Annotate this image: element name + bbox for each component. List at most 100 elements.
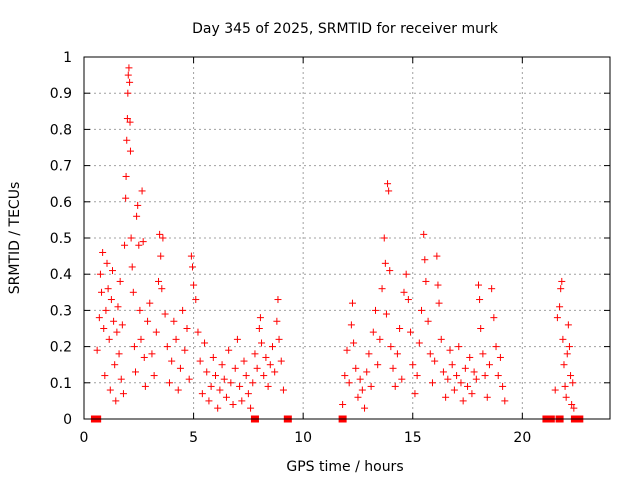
y-tick-label: 0.2 bbox=[50, 340, 72, 356]
data-point bbox=[387, 343, 395, 351]
data-point bbox=[470, 368, 478, 376]
data-point bbox=[121, 241, 129, 249]
x-tick-label: 10 bbox=[294, 430, 312, 446]
data-point bbox=[450, 386, 458, 394]
data-point bbox=[453, 372, 461, 380]
data-point bbox=[214, 404, 222, 412]
y-tick-label: 0.1 bbox=[50, 376, 72, 392]
data-point bbox=[207, 382, 215, 390]
data-point bbox=[354, 393, 362, 401]
data-point bbox=[118, 321, 126, 329]
data-point bbox=[402, 270, 410, 278]
data-point bbox=[168, 357, 176, 365]
data-point bbox=[132, 368, 140, 376]
data-point bbox=[238, 397, 246, 405]
data-point bbox=[496, 353, 504, 361]
data-point bbox=[492, 343, 500, 351]
data-point bbox=[562, 393, 570, 401]
data-point bbox=[102, 306, 110, 314]
data-point bbox=[123, 136, 131, 144]
data-point bbox=[157, 252, 165, 260]
data-point bbox=[201, 339, 209, 347]
data-point bbox=[459, 397, 467, 405]
y-tick-label: 0.4 bbox=[50, 267, 72, 283]
data-point bbox=[159, 234, 167, 242]
data-point bbox=[418, 306, 426, 314]
data-point bbox=[150, 372, 158, 380]
data-point bbox=[398, 375, 406, 383]
data-point bbox=[205, 397, 213, 405]
data-point bbox=[421, 256, 429, 264]
data-point bbox=[216, 386, 224, 394]
data-point bbox=[485, 361, 493, 369]
data-point bbox=[437, 335, 445, 343]
y-tick-label: 0 bbox=[63, 412, 72, 428]
data-point bbox=[358, 386, 366, 394]
data-point bbox=[374, 361, 382, 369]
data-point bbox=[111, 361, 119, 369]
data-point bbox=[567, 372, 575, 380]
data-point bbox=[384, 180, 392, 188]
data-point bbox=[347, 321, 355, 329]
y-axis-title: SRMTID / TECUs bbox=[7, 182, 23, 295]
data-point bbox=[196, 357, 204, 365]
data-point bbox=[255, 325, 263, 332]
data-point bbox=[126, 147, 134, 155]
data-point bbox=[135, 241, 143, 249]
data-point bbox=[122, 194, 130, 202]
data-points bbox=[93, 64, 578, 412]
data-point bbox=[249, 379, 257, 387]
data-point bbox=[564, 321, 572, 329]
data-point bbox=[558, 277, 566, 285]
data-point bbox=[126, 118, 134, 126]
data-point bbox=[251, 350, 259, 358]
data-point bbox=[490, 314, 498, 322]
data-point bbox=[253, 364, 261, 372]
data-point bbox=[119, 390, 127, 398]
data-point bbox=[361, 404, 369, 412]
data-point bbox=[556, 303, 564, 311]
data-point bbox=[100, 325, 108, 332]
data-point bbox=[140, 353, 148, 361]
data-point bbox=[101, 372, 109, 380]
data-point bbox=[411, 390, 419, 398]
data-point bbox=[422, 277, 430, 285]
data-point bbox=[268, 343, 276, 351]
data-point bbox=[240, 357, 248, 365]
data-point bbox=[148, 350, 156, 358]
data-point bbox=[448, 361, 456, 369]
data-point bbox=[95, 314, 103, 322]
data-point bbox=[179, 306, 187, 314]
data-point bbox=[273, 317, 281, 325]
data-point bbox=[144, 317, 152, 325]
data-point bbox=[488, 285, 496, 293]
data-point bbox=[551, 386, 559, 394]
data-point bbox=[113, 328, 121, 336]
data-point bbox=[158, 285, 166, 293]
data-point bbox=[472, 375, 480, 383]
data-point bbox=[152, 328, 160, 336]
data-point bbox=[136, 306, 144, 314]
data-point bbox=[103, 259, 111, 267]
data-point bbox=[279, 386, 287, 394]
data-point bbox=[108, 267, 116, 275]
data-point bbox=[343, 346, 351, 354]
data-point bbox=[376, 335, 384, 343]
data-point bbox=[220, 375, 228, 383]
data-point bbox=[563, 350, 571, 358]
data-point bbox=[170, 317, 178, 325]
chart-title: Day 345 of 2025, SRMTID for receiver mur… bbox=[192, 21, 499, 37]
data-point bbox=[446, 346, 454, 354]
data-point bbox=[156, 230, 164, 238]
data-point bbox=[407, 328, 415, 336]
data-point bbox=[481, 372, 489, 380]
data-point bbox=[129, 288, 137, 296]
data-point bbox=[363, 368, 371, 376]
data-point bbox=[350, 339, 358, 347]
x-axis-title: GPS time / hours bbox=[286, 459, 403, 475]
data-point bbox=[244, 390, 252, 398]
data-point bbox=[172, 335, 180, 343]
data-point bbox=[275, 335, 283, 343]
data-point bbox=[104, 285, 112, 293]
